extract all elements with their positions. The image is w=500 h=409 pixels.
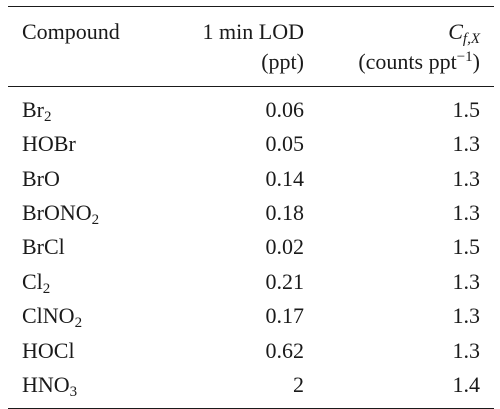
table-row: BrONO2 0.18 1.3 xyxy=(8,196,494,230)
cf-unit-suffix: ) xyxy=(473,49,480,74)
cf-cell: 1.4 xyxy=(318,368,494,409)
compound-cell: HNO3 xyxy=(8,368,153,409)
compound-name: BrO xyxy=(22,166,60,191)
compound-subscript: 2 xyxy=(44,109,52,125)
table-header: Compound 1 min LOD Cf,X (ppt) (counts pp… xyxy=(8,7,494,87)
compound-cell: HOCl xyxy=(8,334,153,368)
compound-name: HOCl xyxy=(22,338,75,363)
lod-cell: 2 xyxy=(153,368,318,409)
compound-name: HOBr xyxy=(22,131,76,156)
cf-cell: 1.3 xyxy=(318,127,494,161)
cf-symbol: C xyxy=(448,19,463,44)
compound-subscript: 2 xyxy=(75,315,83,331)
lod-cell: 0.02 xyxy=(153,230,318,264)
table-row: BrO 0.14 1.3 xyxy=(8,162,494,196)
table-row: Cl2 0.21 1.3 xyxy=(8,265,494,299)
table-row: Br2 0.06 1.5 xyxy=(8,87,494,127)
lod-cell: 0.06 xyxy=(153,87,318,127)
header-lod-line2: (ppt) xyxy=(153,45,318,86)
cf-cell: 1.3 xyxy=(318,334,494,368)
compound-cell: BrCl xyxy=(8,230,153,264)
compound-name: Br xyxy=(22,97,44,122)
header-cf-symbol: Cf,X xyxy=(318,7,494,45)
cf-cell: 1.3 xyxy=(318,196,494,230)
table-body: Br2 0.06 1.5 HOBr 0.05 1.3 BrO 0.14 1.3 … xyxy=(8,87,494,409)
compound-subscript: 2 xyxy=(43,281,51,297)
compound-name: BrONO xyxy=(22,200,92,225)
table-row: HOCl 0.62 1.3 xyxy=(8,334,494,368)
compound-cell: HOBr xyxy=(8,127,153,161)
table-row: BrCl 0.02 1.5 xyxy=(8,230,494,264)
compound-cell: Br2 xyxy=(8,87,153,127)
compound-name: HNO xyxy=(22,372,70,397)
lod-cell: 0.18 xyxy=(153,196,318,230)
table-row: HNO3 2 1.4 xyxy=(8,368,494,409)
cf-unit-prefix: (counts ppt xyxy=(358,49,456,74)
compound-name: Cl xyxy=(22,269,43,294)
cf-cell: 1.3 xyxy=(318,162,494,196)
header-cf-unit: (counts ppt−1) xyxy=(318,45,494,86)
header-compound: Compound xyxy=(8,7,153,45)
cf-cell: 1.3 xyxy=(318,299,494,333)
compound-cell: Cl2 xyxy=(8,265,153,299)
compound-name: ClNO xyxy=(22,303,75,328)
lod-cell: 0.05 xyxy=(153,127,318,161)
data-table: Compound 1 min LOD Cf,X (ppt) (counts pp… xyxy=(8,6,494,409)
header-lod-line1: 1 min LOD xyxy=(153,7,318,45)
header-row-1: Compound 1 min LOD Cf,X xyxy=(8,7,494,45)
header-blank xyxy=(8,45,153,86)
compound-name: BrCl xyxy=(22,234,65,259)
cf-cell: 1.3 xyxy=(318,265,494,299)
cf-cell: 1.5 xyxy=(318,230,494,264)
compound-subscript: 3 xyxy=(70,384,78,400)
lod-cell: 0.21 xyxy=(153,265,318,299)
cf-subscript: f,X xyxy=(463,31,480,47)
table-row: ClNO2 0.17 1.3 xyxy=(8,299,494,333)
cf-cell: 1.5 xyxy=(318,87,494,127)
compound-cell: BrONO2 xyxy=(8,196,153,230)
lod-cell: 0.14 xyxy=(153,162,318,196)
table-row: HOBr 0.05 1.3 xyxy=(8,127,494,161)
lod-cell: 0.17 xyxy=(153,299,318,333)
compound-subscript: 2 xyxy=(92,212,100,228)
compound-cell: BrO xyxy=(8,162,153,196)
compound-cell: ClNO2 xyxy=(8,299,153,333)
header-row-2: (ppt) (counts ppt−1) xyxy=(8,45,494,86)
lod-cell: 0.62 xyxy=(153,334,318,368)
cf-unit-exponent: −1 xyxy=(457,49,473,65)
